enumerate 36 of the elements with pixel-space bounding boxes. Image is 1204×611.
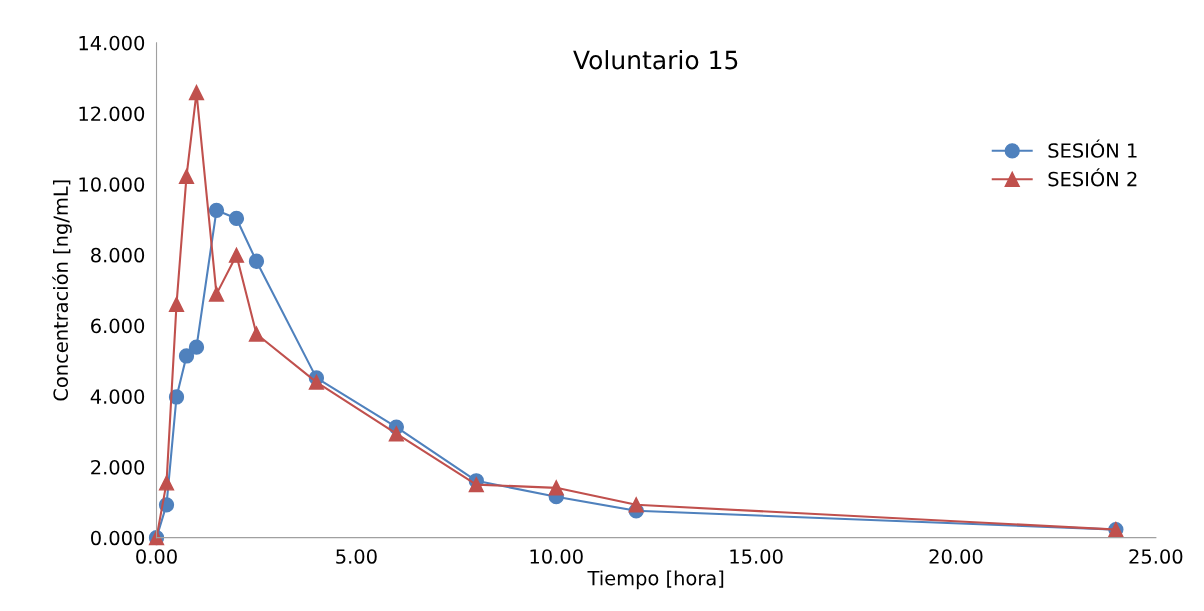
point: [228, 210, 245, 227]
legend-label: SESIÓN 1: [1048, 139, 1137, 158]
point: [308, 374, 325, 390]
x-axis-title: Tiempo [hora]: [587, 570, 724, 590]
point: [188, 339, 205, 355]
point: [388, 426, 404, 442]
point: [208, 286, 225, 302]
x-tick-label: 0.00: [136, 549, 177, 564]
point: [548, 480, 564, 496]
y-tick-label: 8.000: [91, 247, 145, 263]
y-tick-label: 12.000: [79, 106, 145, 122]
y-tick-label: 2.000: [91, 459, 145, 475]
legend-label: SESIÓN 2: [1048, 168, 1137, 187]
y-tick-label: 0.000: [91, 530, 145, 546]
y-tick-label: 4.000: [90, 389, 145, 404]
point: [468, 477, 484, 493]
chart-title: Voluntario 15: [573, 50, 738, 70]
point: [178, 348, 195, 364]
y-tick-label: 14.000: [79, 35, 145, 51]
x-tick-label: 25.00: [1129, 549, 1183, 564]
point: [188, 84, 205, 101]
x-tick-label: 20.00: [929, 549, 983, 564]
x-tick-label: 10.00: [530, 549, 583, 564]
point: [168, 296, 185, 313]
point: [628, 497, 644, 513]
point: [248, 253, 265, 269]
point: [208, 202, 225, 218]
y-axis-title: Concentración [ng/mL]: [52, 180, 72, 401]
point: [248, 326, 265, 342]
y-tick-label: 6.000: [91, 318, 145, 334]
x-tick-label: 5.00: [336, 549, 377, 564]
point: [228, 247, 245, 263]
point: [178, 168, 195, 185]
point: [158, 475, 175, 491]
y-tick-label: 10.000: [79, 177, 145, 192]
x-tick-label: 15.00: [730, 549, 783, 564]
